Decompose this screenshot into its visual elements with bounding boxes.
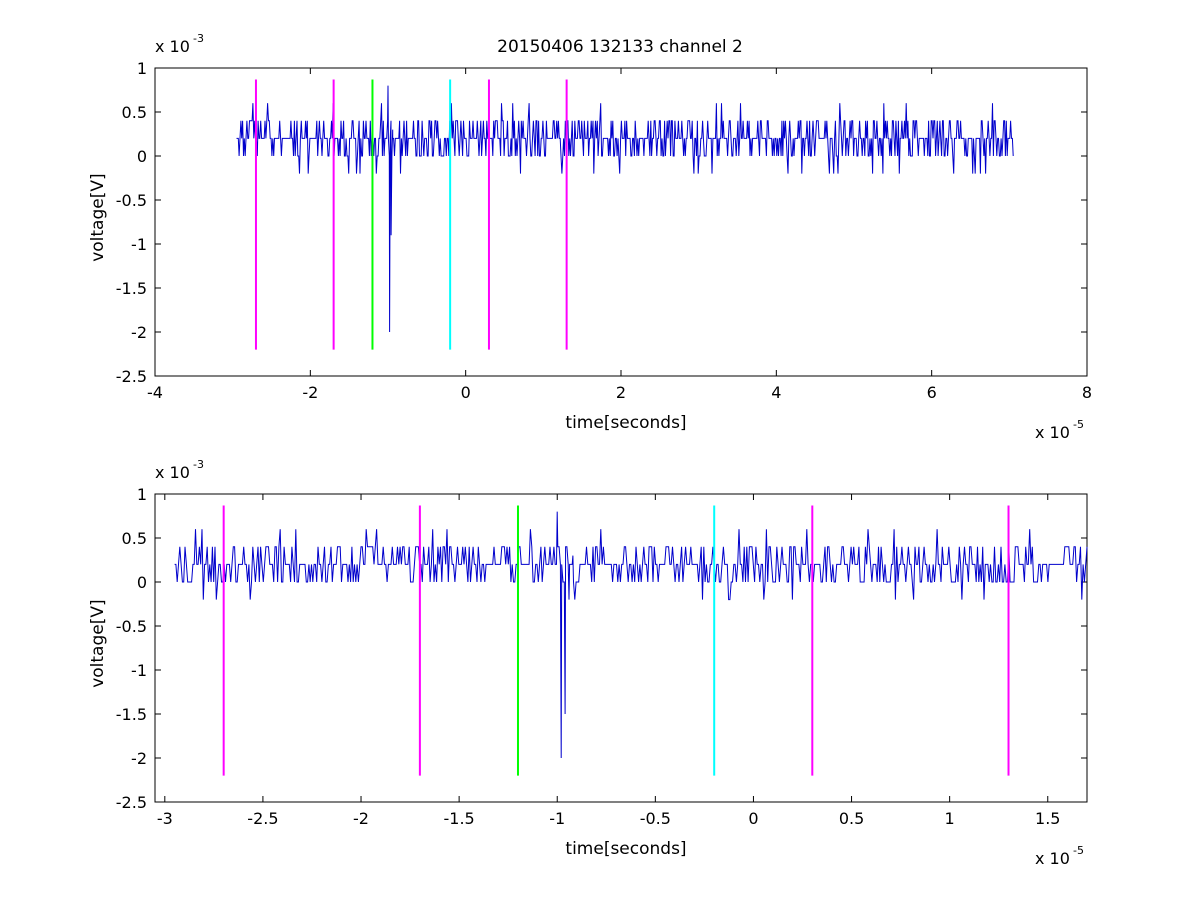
y-axis-label: voltage[V]	[88, 599, 108, 687]
x-tick-label: 4	[771, 383, 781, 402]
x-tick-label: -1	[549, 809, 565, 828]
x-tick-label: 1.5	[1035, 809, 1060, 828]
top-axes: -4 -2 0 2 4 6 8 -2.5 -2 -1.5 -1 -0.5 0 0.5 1 time[secon…	[88, 32, 1092, 442]
y-scale-exponent-power: -3	[193, 458, 204, 471]
x-tick-label: 1	[945, 809, 955, 828]
y-tick-label: -2.5	[116, 367, 147, 386]
y-tick-label: 0	[137, 147, 147, 166]
bottom-axes: -3 -2.5 -2 -1.5 -1 -0.5 0 0.5 1 1.5 -2.5 -2 -1.5 -1 -0…	[88, 458, 1088, 868]
y-tick-label: -0.5	[116, 617, 147, 636]
x-tick-label: -2	[302, 383, 318, 402]
x-scale-exponent: x 10	[1035, 849, 1070, 868]
x-tick-label: -3	[157, 809, 173, 828]
axes-frame	[154, 493, 1088, 803]
x-scale-exponent-power: -5	[1073, 844, 1084, 857]
signal-trace	[236, 85, 1014, 333]
y-tick-label: -0.5	[116, 191, 147, 210]
y-tick-label: 0.5	[122, 103, 147, 122]
y-scale-exponent: x 10	[155, 463, 190, 482]
x-axis-label: time[seconds]	[565, 413, 686, 433]
x-scale-exponent-power: -5	[1073, 418, 1084, 431]
y-tick-label: -2	[131, 323, 147, 342]
y-tick-label: -1	[131, 661, 147, 680]
y-scale-exponent: x 10	[155, 37, 190, 56]
x-axis-label: time[seconds]	[565, 839, 686, 859]
y-tick-label: 0	[137, 573, 147, 592]
x-tick-label: -4	[147, 383, 163, 402]
y-tick-label: 0.5	[122, 529, 147, 548]
x-tick-label: 6	[927, 383, 937, 402]
signal-trace	[174, 511, 1088, 759]
y-tick-label: -2	[131, 749, 147, 768]
x-tick-label: 0	[461, 383, 471, 402]
x-tick-label: 8	[1082, 383, 1092, 402]
x-tick-label: -0.5	[640, 809, 671, 828]
y-tick-label: -2.5	[116, 793, 147, 812]
x-tick-label: -2	[353, 809, 369, 828]
y-scale-exponent-power: -3	[193, 32, 204, 45]
y-tick-label: 1	[137, 485, 147, 504]
x-tick-label: -2.5	[247, 809, 278, 828]
y-axis-label: voltage[V]	[88, 173, 108, 261]
x-tick-label: 0.5	[839, 809, 864, 828]
y-tick-label: -1	[131, 235, 147, 254]
x-scale-exponent: x 10	[1035, 423, 1070, 442]
axes-frame	[154, 67, 1088, 377]
figure-title: 20150406 132133 channel 2	[497, 37, 743, 57]
y-tick-label: -1.5	[116, 279, 147, 298]
x-tick-label: 0	[748, 809, 758, 828]
x-tick-label: -1.5	[444, 809, 475, 828]
y-tick-label: 1	[137, 59, 147, 78]
y-tick-label: -1.5	[116, 705, 147, 724]
x-tick-label: 2	[616, 383, 626, 402]
